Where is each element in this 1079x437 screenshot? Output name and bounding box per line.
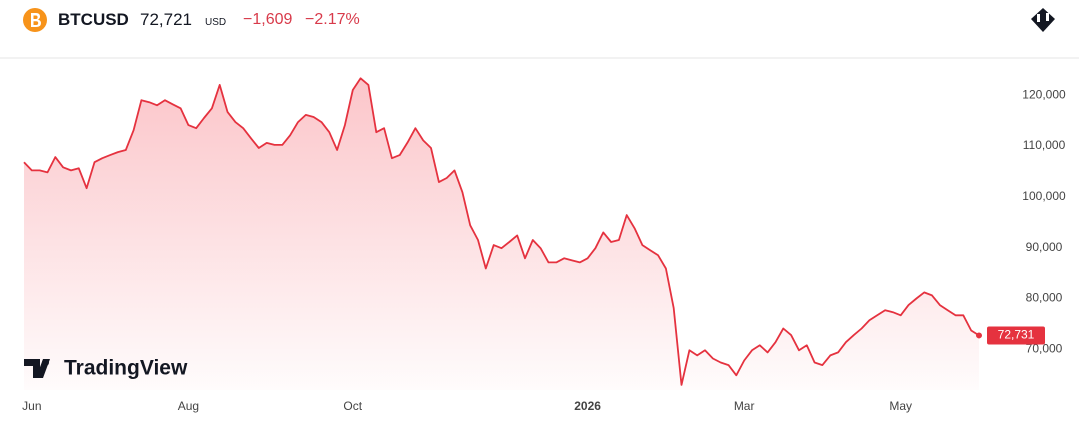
currency: USD	[205, 17, 227, 28]
header: BTCUSD 72,721 USD −1,609 −2.17%	[0, 0, 1079, 40]
x-tick-label: Oct	[343, 399, 362, 413]
x-tick-label: Jun	[22, 399, 41, 413]
symbol[interactable]: BTCUSD	[58, 10, 129, 29]
change: −1,609	[243, 11, 293, 28]
menu-icon-bar	[1037, 14, 1040, 22]
y-tick-label: 110,000	[1023, 138, 1066, 152]
x-tick-label: Aug	[178, 399, 199, 413]
x-tick-label: 2026	[574, 399, 601, 413]
y-tick-label: 80,000	[1026, 291, 1063, 305]
x-tick-label: May	[889, 399, 912, 413]
change-percent: −2.17%	[305, 11, 360, 28]
y-tick-label: 70,000	[1026, 341, 1063, 355]
area-fill	[24, 78, 979, 391]
coin-glyph	[31, 13, 41, 27]
y-tick-label: 120,000	[1022, 87, 1066, 101]
last-price-dot	[976, 332, 982, 339]
y-tick-label: 100,000	[1022, 189, 1066, 203]
watermark: TradingView	[64, 357, 188, 380]
price: 72,721	[140, 10, 192, 29]
y-tick-label: 90,000	[1026, 240, 1063, 254]
menu-icon-bar	[1046, 13, 1049, 21]
logo-dot	[42, 359, 49, 366]
x-tick-label: Mar	[734, 399, 755, 413]
price-line	[23, 77, 980, 386]
price-tag-label: 72,731	[998, 328, 1035, 342]
price-tag	[987, 326, 1045, 345]
